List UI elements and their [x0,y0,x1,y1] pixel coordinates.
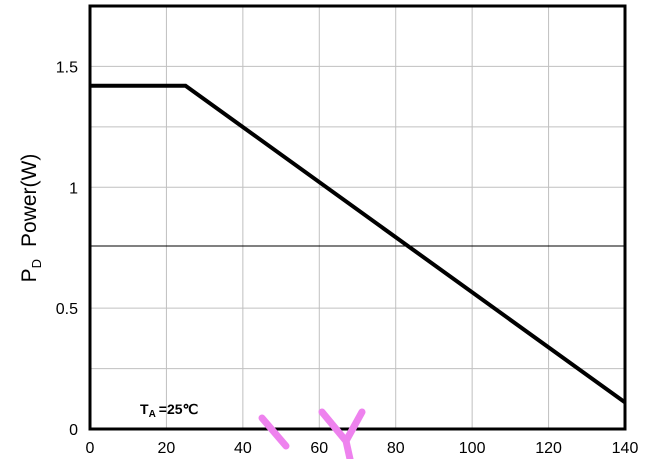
x-tick-label: 140 [612,440,639,457]
x-tick-label: 60 [310,440,328,457]
y-tick-label: 1.5 [56,59,78,76]
temperature-annotation: TA =25℃ [140,401,199,420]
watermark-strokes [258,408,366,459]
x-tick-label: 40 [234,440,252,457]
x-tick-label: 20 [158,440,176,457]
grid [90,6,625,429]
x-tick-label: 100 [459,440,486,457]
y-tick-label: 0 [69,422,78,439]
x-tick-label: 80 [387,440,405,457]
x-tick-label: 0 [86,440,95,457]
series-line [90,83,627,405]
y-tick-label: 0.5 [56,301,78,318]
y-tick-label: 1 [69,180,78,197]
y-tick-labels: 0 0.5 1 1.5 [56,59,78,439]
x-tick-label: 120 [535,440,562,457]
plot-frame [88,4,627,431]
x-tick-labels: 0 20 40 60 80 100 120 140 [86,440,639,457]
y-axis-label: PDPower(W) [18,154,44,283]
